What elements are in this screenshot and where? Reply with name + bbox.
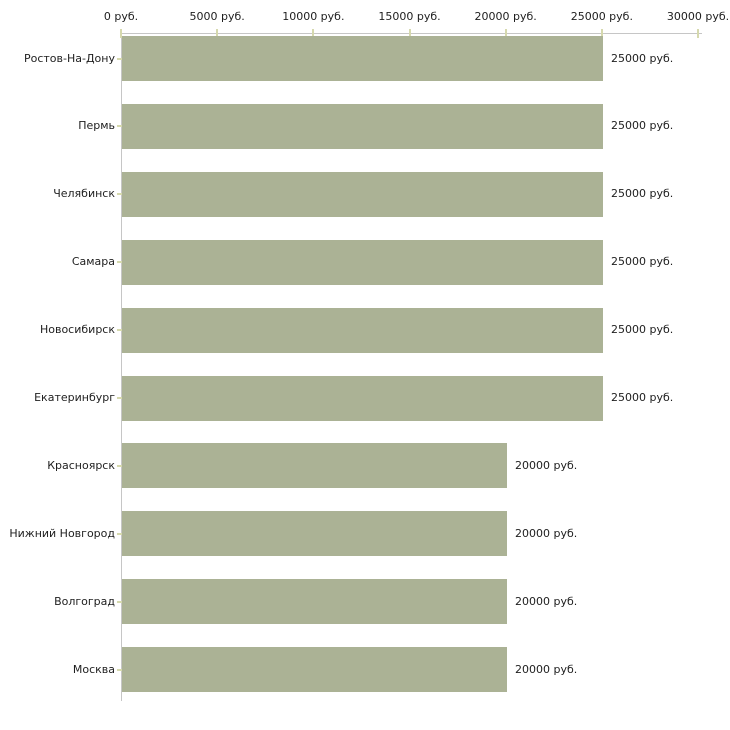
y-axis-tick-mark — [117, 601, 122, 603]
value-label: 25000 руб. — [611, 323, 674, 336]
category-label: Самара — [71, 255, 115, 268]
bar-8 — [122, 511, 507, 556]
x-axis-tick-mark — [697, 29, 699, 38]
category-label: Пермь — [78, 119, 115, 132]
category-label: Екатеринбург — [34, 391, 115, 404]
y-axis-tick-mark — [117, 533, 122, 535]
y-axis-tick-mark — [117, 58, 122, 60]
bar-10 — [122, 647, 507, 692]
x-axis-tick-mark — [408, 29, 411, 38]
x-axis-tick-mark — [600, 29, 603, 38]
value-label: 20000 руб. — [515, 595, 578, 608]
x-axis-tick-mark — [216, 29, 219, 38]
y-axis-tick-mark — [117, 329, 122, 331]
value-label: 25000 руб. — [611, 187, 674, 200]
bar-7 — [122, 443, 507, 488]
bar-4 — [122, 240, 603, 285]
category-label: Нижний Новгород — [9, 527, 115, 540]
x-axis-tick-label: 25000 руб. — [570, 10, 633, 23]
category-label: Красноярск — [47, 459, 115, 472]
category-label: Москва — [72, 663, 115, 676]
bar-2 — [122, 104, 603, 149]
bar-5 — [122, 308, 603, 353]
x-axis-tick-label: 10000 руб. — [282, 10, 345, 23]
x-axis-tick-mark — [504, 29, 507, 38]
bar-6 — [122, 376, 603, 421]
bar-3 — [122, 172, 603, 217]
value-label: 25000 руб. — [611, 391, 674, 404]
value-label: 25000 руб. — [611, 119, 674, 132]
y-axis-tick-mark — [117, 397, 122, 399]
category-label: Ростов-На-Дону — [23, 52, 115, 65]
y-axis-tick-mark — [117, 193, 122, 195]
category-label: Волгоград — [54, 595, 115, 608]
category-label: Новосибирск — [39, 323, 115, 336]
value-label: 20000 руб. — [515, 527, 578, 540]
x-axis-tick-label: 20000 руб. — [474, 10, 537, 23]
value-label: 25000 руб. — [611, 52, 674, 65]
value-label: 20000 руб. — [515, 663, 578, 676]
x-axis-tick-mark — [312, 29, 315, 38]
y-axis-tick-mark — [117, 465, 122, 467]
value-label: 25000 руб. — [611, 255, 674, 268]
x-axis-tick-mark — [120, 29, 122, 38]
x-axis-tick-label: 5000 руб. — [189, 10, 245, 23]
x-axis-line — [121, 33, 702, 34]
x-axis-tick-label: 30000 руб. — [666, 10, 730, 23]
y-axis-tick-mark — [117, 669, 122, 671]
y-axis-tick-mark — [117, 125, 122, 127]
y-axis-line — [121, 33, 122, 701]
y-axis-tick-mark — [117, 261, 122, 263]
x-axis-tick-label: 0 руб. — [103, 10, 139, 23]
bar-9 — [122, 579, 507, 624]
value-label: 20000 руб. — [515, 459, 578, 472]
x-axis-tick-label: 15000 руб. — [378, 10, 441, 23]
category-label: Челябинск — [53, 187, 115, 200]
bar-1 — [122, 36, 603, 81]
